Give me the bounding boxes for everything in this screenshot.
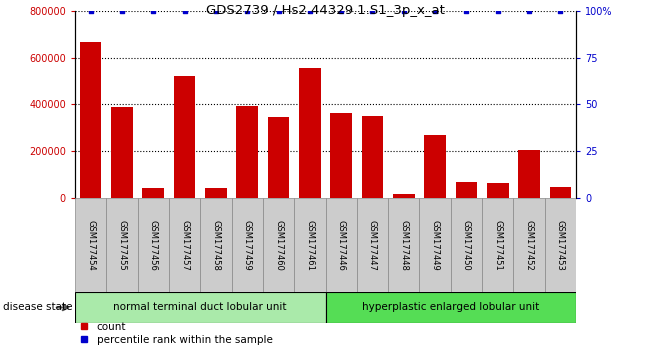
- Text: GSM177461: GSM177461: [305, 220, 314, 270]
- Point: [524, 8, 534, 13]
- Point: [555, 8, 566, 13]
- Point: [493, 8, 503, 13]
- Point: [179, 8, 189, 13]
- Text: GSM177448: GSM177448: [399, 220, 408, 270]
- Legend: count, percentile rank within the sample: count, percentile rank within the sample: [80, 322, 273, 345]
- Bar: [205, 188, 227, 198]
- Text: hyperplastic enlarged lobular unit: hyperplastic enlarged lobular unit: [362, 302, 540, 313]
- Bar: [142, 188, 164, 198]
- Bar: [232, 198, 263, 292]
- Bar: [201, 198, 232, 292]
- Bar: [326, 292, 576, 323]
- Bar: [75, 198, 106, 292]
- Bar: [361, 116, 383, 198]
- Bar: [174, 76, 195, 198]
- Text: GSM177452: GSM177452: [525, 220, 534, 270]
- Point: [117, 8, 127, 13]
- Text: disease state: disease state: [3, 302, 73, 313]
- Bar: [419, 198, 450, 292]
- Text: GSM177457: GSM177457: [180, 220, 189, 270]
- Point: [367, 8, 378, 13]
- Point: [211, 8, 221, 13]
- Text: GSM177456: GSM177456: [148, 220, 158, 270]
- Bar: [326, 198, 357, 292]
- Point: [242, 8, 253, 13]
- Text: GSM177453: GSM177453: [556, 220, 565, 270]
- Text: GSM177450: GSM177450: [462, 220, 471, 270]
- Point: [430, 8, 440, 13]
- Point: [273, 8, 284, 13]
- Bar: [263, 198, 294, 292]
- Text: GSM177447: GSM177447: [368, 220, 377, 270]
- Bar: [482, 198, 514, 292]
- Bar: [137, 198, 169, 292]
- Text: GSM177460: GSM177460: [274, 220, 283, 270]
- Bar: [357, 198, 388, 292]
- Bar: [450, 198, 482, 292]
- Text: GSM177459: GSM177459: [243, 220, 252, 270]
- Bar: [330, 113, 352, 198]
- Bar: [299, 68, 321, 198]
- Bar: [393, 194, 415, 198]
- Bar: [268, 117, 290, 198]
- Bar: [456, 182, 477, 198]
- Bar: [514, 198, 545, 292]
- Bar: [487, 183, 509, 198]
- Bar: [111, 107, 133, 198]
- Bar: [169, 198, 201, 292]
- Bar: [518, 150, 540, 198]
- Bar: [106, 198, 137, 292]
- Text: GSM177451: GSM177451: [493, 220, 503, 270]
- Bar: [424, 135, 446, 198]
- Point: [336, 8, 346, 13]
- Bar: [545, 198, 576, 292]
- Text: normal terminal duct lobular unit: normal terminal duct lobular unit: [113, 302, 287, 313]
- Point: [398, 8, 409, 13]
- Point: [462, 8, 472, 13]
- Text: GSM177446: GSM177446: [337, 220, 346, 270]
- Bar: [79, 42, 102, 198]
- Point: [85, 8, 96, 13]
- Bar: [294, 198, 326, 292]
- Bar: [236, 105, 258, 198]
- Text: GSM177458: GSM177458: [212, 220, 220, 270]
- Bar: [549, 187, 572, 198]
- Point: [305, 8, 315, 13]
- Text: GSM177455: GSM177455: [117, 220, 126, 270]
- Bar: [388, 198, 419, 292]
- Point: [148, 8, 158, 13]
- Text: GDS2739 / Hs2.44329.1.S1_3p_x_at: GDS2739 / Hs2.44329.1.S1_3p_x_at: [206, 4, 445, 17]
- Text: GSM177454: GSM177454: [86, 220, 95, 270]
- Text: GSM177449: GSM177449: [431, 220, 439, 270]
- Bar: [75, 292, 326, 323]
